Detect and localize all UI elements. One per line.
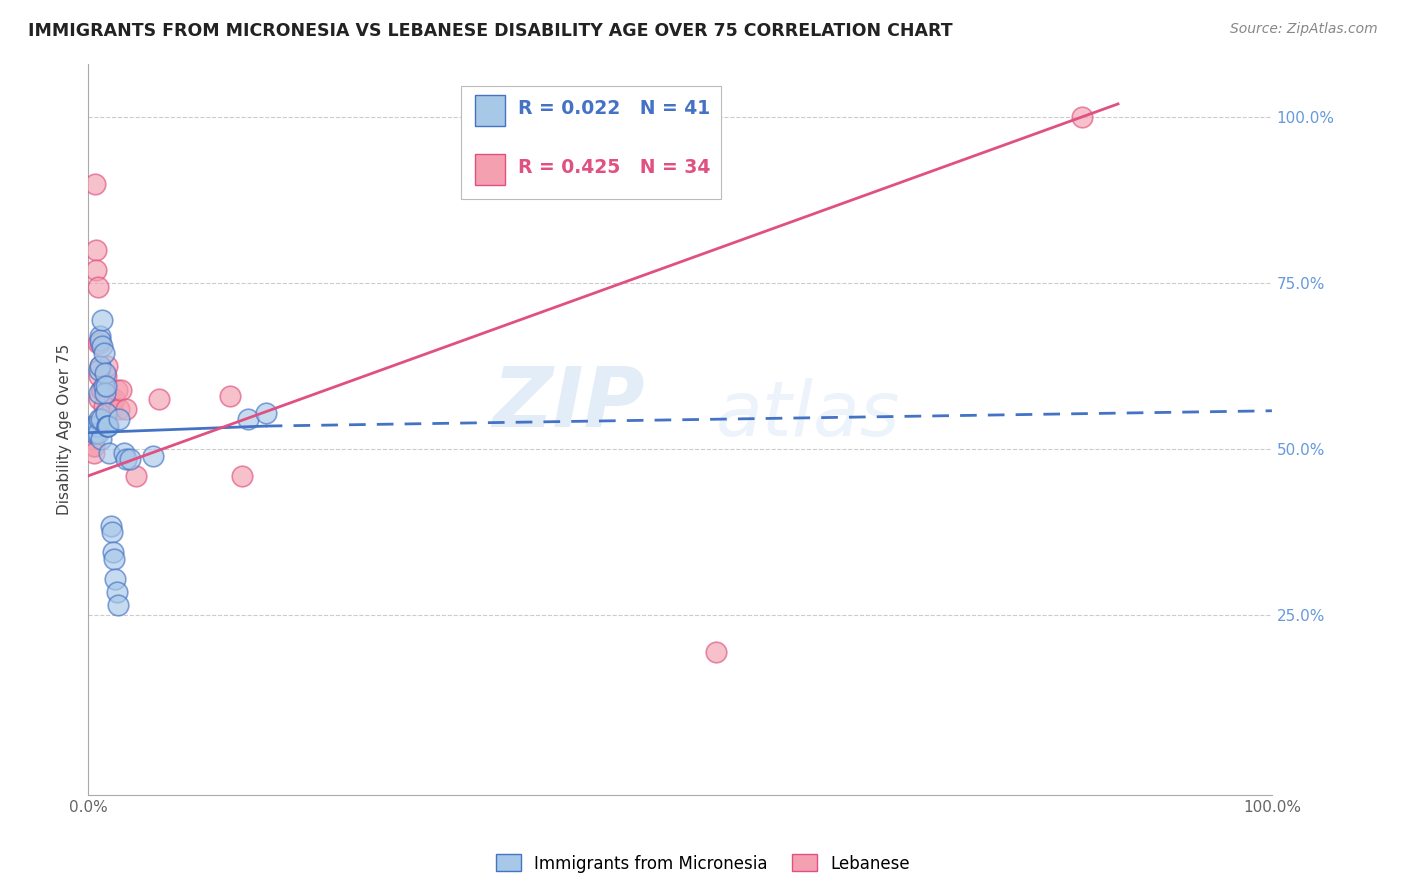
Point	[89, 329, 111, 343]
Point	[1071, 110, 1094, 124]
Point	[83, 425, 105, 440]
Point	[82, 433, 104, 447]
Point	[83, 439, 105, 453]
Text: ZIP: ZIP	[492, 363, 644, 444]
Point	[84, 419, 107, 434]
Point	[86, 425, 108, 440]
Bar	[475, 154, 505, 185]
Point	[83, 445, 105, 459]
Point	[87, 412, 110, 426]
Point	[82, 419, 104, 434]
Point	[86, 336, 108, 351]
Point	[87, 362, 110, 376]
Point	[104, 572, 127, 586]
Point	[110, 383, 132, 397]
Bar	[475, 95, 505, 126]
Point	[108, 412, 131, 426]
Point	[89, 359, 111, 374]
Point	[97, 419, 120, 434]
Point	[82, 425, 104, 440]
Point	[89, 336, 111, 351]
Point	[91, 313, 114, 327]
Point	[83, 439, 105, 453]
Point	[87, 385, 110, 400]
Point	[89, 359, 111, 374]
Point	[93, 379, 115, 393]
Text: R = 0.425   N = 34: R = 0.425 N = 34	[517, 158, 710, 177]
Point	[231, 468, 253, 483]
Point	[105, 383, 128, 397]
Point	[87, 369, 110, 384]
Point	[86, 419, 108, 434]
Point	[124, 468, 146, 483]
Point	[98, 389, 121, 403]
Text: Source: ZipAtlas.com: Source: ZipAtlas.com	[1230, 22, 1378, 37]
Point	[87, 392, 110, 407]
Point	[115, 402, 138, 417]
Point	[96, 419, 118, 434]
Legend: Immigrants from Micronesia, Lebanese: Immigrants from Micronesia, Lebanese	[489, 847, 917, 880]
Point	[112, 445, 135, 459]
Point	[101, 525, 124, 540]
Y-axis label: Disability Age Over 75: Disability Age Over 75	[58, 343, 72, 515]
Point	[96, 359, 118, 374]
Point	[91, 339, 114, 353]
Point	[91, 383, 114, 397]
Point	[86, 263, 108, 277]
Point	[93, 406, 115, 420]
Point	[101, 402, 124, 417]
Point	[90, 383, 112, 397]
Text: atlas: atlas	[716, 378, 900, 451]
Point	[219, 389, 242, 403]
Point	[86, 279, 108, 293]
Point	[80, 419, 103, 434]
Point	[94, 369, 117, 384]
Text: R = 0.022   N = 41: R = 0.022 N = 41	[517, 99, 710, 118]
Point	[107, 599, 129, 613]
Point	[103, 552, 125, 566]
Point	[86, 425, 108, 440]
Bar	[461, 86, 721, 199]
Point	[90, 412, 112, 426]
Point	[93, 366, 115, 380]
Point	[101, 545, 124, 559]
Point	[93, 346, 115, 360]
Point	[103, 392, 125, 407]
Point	[254, 406, 277, 420]
Point	[93, 399, 115, 413]
Point	[115, 452, 138, 467]
Point	[90, 433, 112, 447]
Point	[86, 243, 108, 257]
Point	[94, 379, 117, 393]
Point	[98, 445, 121, 459]
Point	[86, 419, 108, 434]
Point	[148, 392, 170, 407]
Point	[236, 412, 259, 426]
Point	[93, 385, 115, 400]
Point	[89, 333, 111, 347]
Point	[105, 585, 128, 599]
Point	[96, 419, 118, 434]
Point	[108, 402, 131, 417]
Point	[84, 177, 107, 191]
Point	[94, 406, 117, 420]
Point	[142, 449, 165, 463]
Text: IMMIGRANTS FROM MICRONESIA VS LEBANESE DISABILITY AGE OVER 75 CORRELATION CHART: IMMIGRANTS FROM MICRONESIA VS LEBANESE D…	[28, 22, 953, 40]
Point	[704, 645, 727, 659]
Point	[118, 452, 141, 467]
Point	[100, 518, 122, 533]
